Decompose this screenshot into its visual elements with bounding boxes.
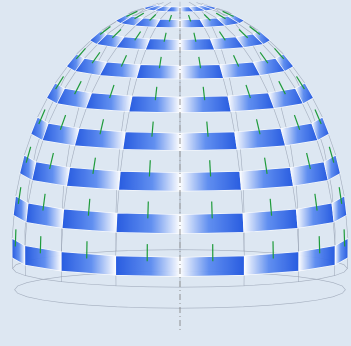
green-member — [203, 13, 211, 21]
panel-segment — [25, 202, 65, 229]
meridian-line — [188, 6, 245, 286]
green-member — [198, 56, 202, 69]
panel-segment — [115, 255, 181, 277]
green-member — [163, 32, 167, 42]
green-member — [75, 48, 86, 60]
green-member — [14, 229, 17, 247]
green-member — [168, 14, 173, 22]
green-member — [218, 31, 226, 41]
green-member — [338, 187, 343, 204]
green-member — [92, 157, 96, 174]
green-member — [74, 80, 82, 95]
green-member — [193, 32, 197, 42]
meridian-line — [60, 5, 164, 282]
green-member — [187, 14, 192, 22]
panel-segment — [122, 131, 181, 151]
panel-segment — [243, 251, 300, 276]
green-member — [17, 187, 22, 204]
green-member — [343, 229, 346, 247]
green-member — [111, 28, 122, 39]
green-member — [306, 152, 311, 170]
panel-segment — [61, 208, 118, 233]
green-member — [25, 146, 32, 163]
green-member — [134, 12, 145, 20]
green-member — [278, 80, 286, 95]
green-member — [99, 119, 105, 135]
green-member — [38, 109, 46, 125]
panel-segment — [99, 61, 141, 79]
green-member — [318, 236, 321, 254]
panel-segment — [295, 202, 335, 229]
vertical-members — [14, 10, 346, 262]
green-member — [264, 157, 268, 174]
green-member — [255, 119, 261, 135]
green-member — [249, 26, 261, 35]
panel-segment — [136, 64, 181, 80]
panel-segment — [154, 19, 181, 29]
green-member — [109, 84, 115, 99]
green-member — [158, 56, 162, 69]
panel-segment — [60, 251, 117, 276]
meridian-line — [115, 6, 172, 286]
green-member — [151, 121, 154, 137]
panel-segment — [11, 238, 26, 266]
green-member — [274, 48, 285, 60]
green-member — [232, 55, 240, 67]
green-member — [206, 121, 209, 137]
green-member — [314, 193, 318, 211]
panel-segment — [334, 238, 349, 266]
panel-segment — [85, 92, 133, 113]
meridian-line — [24, 5, 159, 276]
base-ring-line — [12, 249, 348, 288]
green-member — [211, 201, 213, 219]
green-member — [314, 109, 322, 125]
green-member — [91, 51, 101, 64]
green-member — [222, 10, 234, 18]
panel-segment — [227, 92, 275, 113]
green-member — [149, 13, 157, 21]
green-member — [55, 76, 65, 90]
green-member — [259, 51, 269, 64]
green-member — [87, 198, 91, 216]
green-member — [328, 146, 335, 163]
green-member — [42, 193, 46, 211]
panel-segment — [179, 38, 215, 51]
green-member — [126, 10, 138, 18]
green-member — [215, 12, 226, 20]
meridian-line — [201, 5, 336, 276]
green-member — [148, 160, 151, 177]
panel-segment — [200, 4, 218, 10]
panel-segment — [128, 95, 181, 114]
green-member — [295, 76, 305, 90]
green-member — [245, 84, 251, 99]
green-member — [202, 86, 206, 101]
green-member — [134, 31, 142, 41]
green-member — [99, 26, 111, 35]
green-member — [238, 28, 249, 39]
green-member — [209, 160, 212, 177]
panel-segment — [331, 195, 347, 223]
panel-segment — [13, 195, 29, 223]
panel-segment — [179, 255, 245, 277]
green-member — [269, 198, 273, 216]
panel-segment — [298, 245, 336, 272]
green-member — [293, 114, 301, 131]
panel-bands — [11, 4, 349, 277]
green-member — [154, 86, 158, 101]
green-member — [59, 114, 67, 131]
meridian-line — [11, 4, 157, 269]
green-member — [49, 152, 54, 170]
green-member — [120, 55, 128, 67]
green-member — [39, 236, 42, 254]
panel-segment — [24, 245, 62, 272]
green-member — [147, 201, 149, 219]
panel-segment — [179, 64, 224, 80]
panel-segment — [242, 208, 299, 233]
panel-segment — [179, 95, 232, 114]
meridian-line — [196, 5, 300, 282]
panel-segment — [145, 38, 181, 51]
